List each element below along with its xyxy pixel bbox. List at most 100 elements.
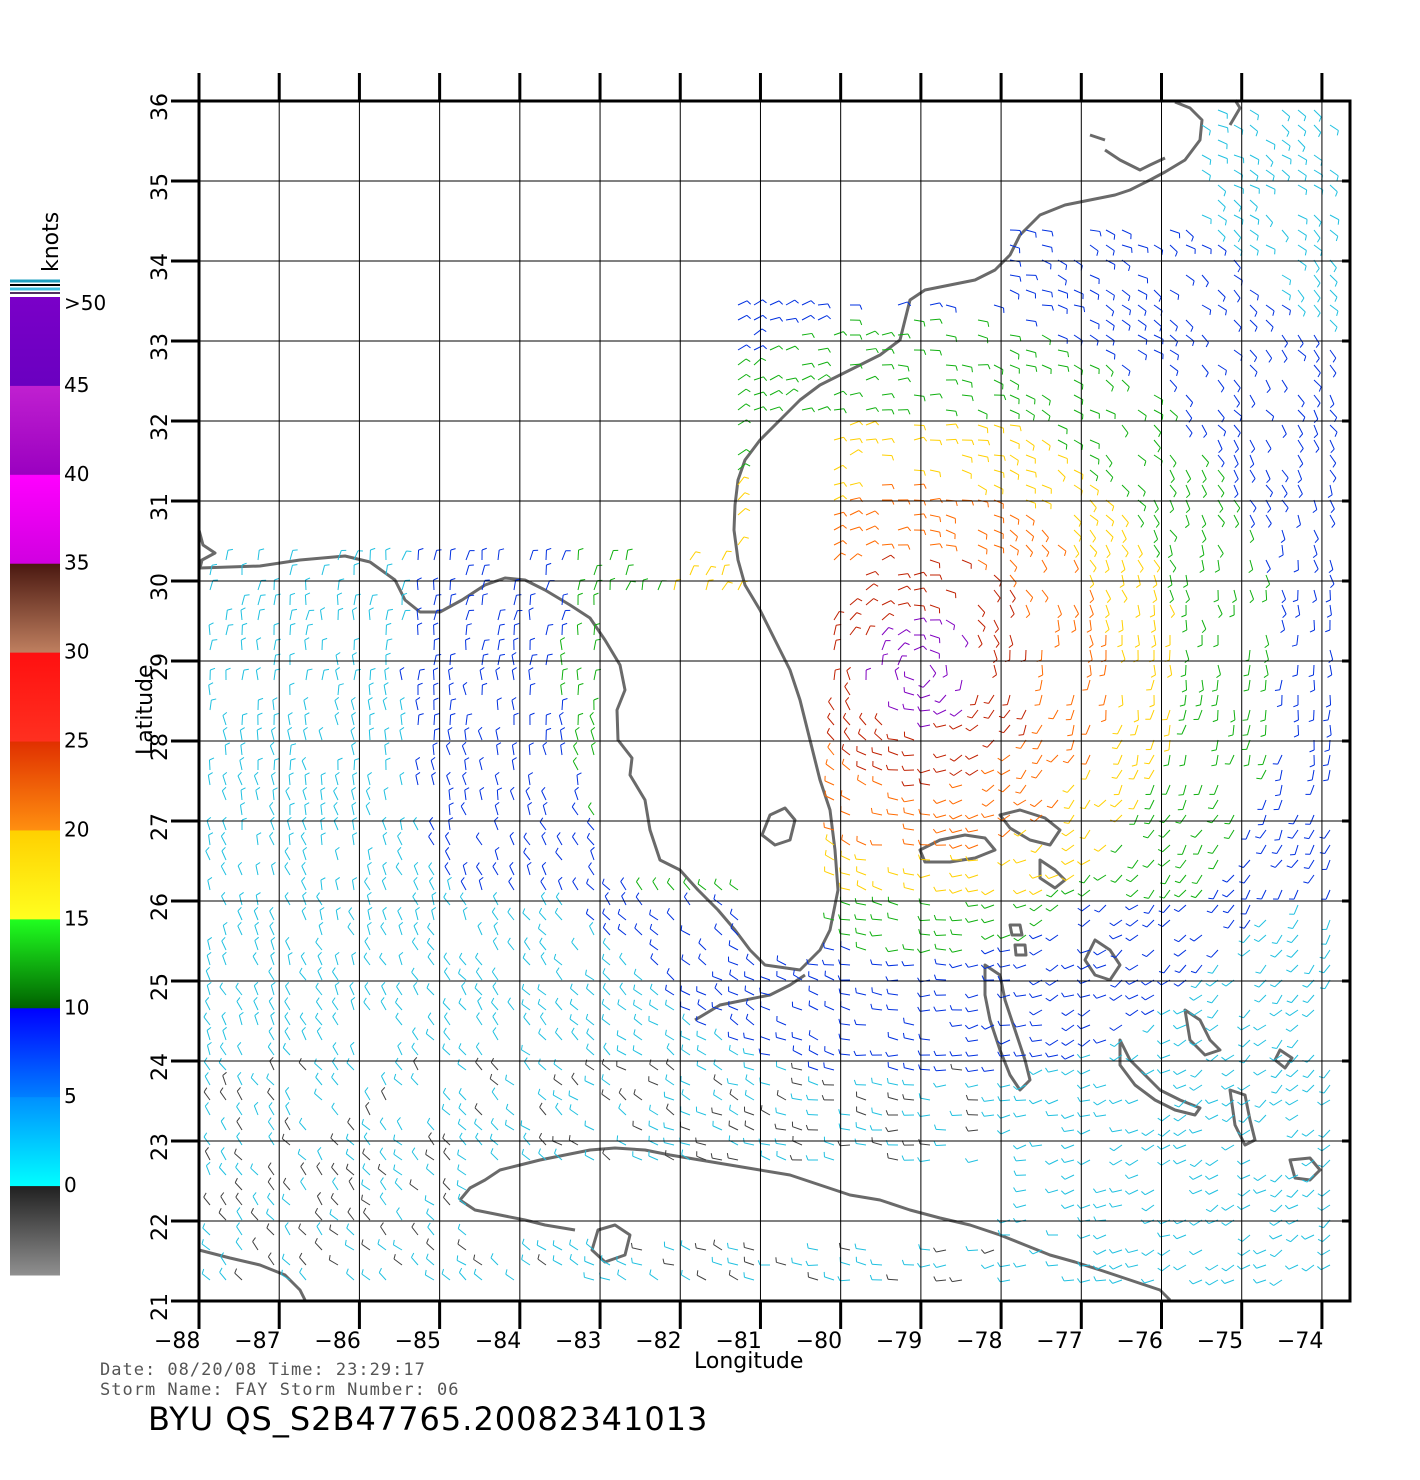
wind-barb	[289, 550, 294, 561]
wind-barb-flag	[745, 507, 751, 512]
wind-barb	[1041, 529, 1049, 538]
wind-barb-flag	[1067, 366, 1070, 372]
wind-barb-flag	[1008, 644, 1014, 649]
wind-barb-flag	[838, 1049, 841, 1055]
wind-barb	[1063, 1279, 1075, 1282]
wind-barb-flag	[1219, 508, 1224, 513]
wind-barb-flag	[1076, 1053, 1081, 1059]
wind-barb	[1048, 1159, 1059, 1165]
wind-barb	[1009, 514, 1020, 521]
wind-barb	[321, 670, 325, 681]
wind-barb-flag	[445, 832, 450, 837]
wind-barb-flag	[1125, 879, 1131, 883]
wind-barb	[1241, 949, 1251, 957]
wind-barb	[330, 1197, 339, 1206]
wind-barb	[1064, 1129, 1075, 1133]
wind-barb	[872, 1141, 883, 1146]
wind-barb-flag	[1019, 230, 1023, 236]
wind-barb-flag	[953, 625, 956, 631]
wind-barb	[887, 964, 899, 967]
wind-barb	[1217, 544, 1224, 554]
wind-barb-flag	[427, 1012, 432, 1018]
wind-barb	[1201, 124, 1211, 131]
wind-barb	[619, 986, 627, 996]
wind-barb	[844, 686, 851, 696]
wind-barb-flag	[856, 880, 859, 886]
wind-barb	[315, 1076, 323, 1086]
wind-barb	[1265, 469, 1271, 480]
wind-barb-flag	[416, 577, 422, 581]
wind-barb	[1137, 634, 1140, 645]
wind-barb	[714, 1032, 723, 1041]
wind-barb-flag	[379, 1192, 384, 1198]
wind-barb-flag	[1195, 704, 1201, 707]
wind-barb-flag	[499, 653, 506, 656]
wind-barb-flag	[949, 1021, 953, 1027]
wind-barb	[1165, 784, 1171, 795]
wind-barb-flag	[1076, 1278, 1081, 1283]
wind-barb	[1273, 1009, 1283, 1017]
wind-barb-flag	[1285, 1028, 1291, 1032]
wind-barb	[1085, 754, 1091, 765]
colorbar-segment	[10, 474, 60, 565]
wind-barb-flag	[980, 949, 986, 955]
wind-barb	[416, 579, 419, 591]
wind-barb-flag	[1331, 523, 1336, 528]
wind-barb	[1009, 559, 1018, 568]
wind-barb	[536, 1244, 547, 1251]
wind-barb	[1297, 139, 1306, 148]
wind-barb	[448, 684, 451, 696]
wind-barb	[824, 795, 835, 801]
wind-barb-flag	[791, 1077, 793, 1083]
wind-barb-flag	[1269, 1012, 1275, 1017]
wind-barb	[1096, 1234, 1107, 1240]
wind-barb	[367, 775, 371, 786]
wind-barb	[888, 706, 899, 711]
wind-barb-flag	[574, 786, 579, 791]
wind-barb	[1257, 1039, 1267, 1047]
wind-barb	[377, 1243, 387, 1251]
wind-barb-flag	[1266, 478, 1271, 484]
wind-barb-flag	[1143, 896, 1149, 899]
wind-barb	[793, 974, 803, 981]
wind-barb-flag	[827, 742, 831, 748]
wind-barb-flag	[981, 1111, 985, 1117]
wind-barb	[913, 513, 924, 516]
wind-barb	[1227, 919, 1235, 929]
wind-barb	[433, 550, 438, 561]
wind-barb-flag	[713, 1074, 716, 1080]
wind-barb-flag	[1287, 927, 1293, 929]
wind-barb-flag	[1109, 1187, 1113, 1193]
wind-barb	[1128, 994, 1139, 1000]
wind-barb	[1016, 1189, 1027, 1193]
wind-barb-flag	[300, 1162, 305, 1167]
wind-barb	[785, 377, 796, 381]
wind-barb	[1265, 634, 1270, 645]
wind-barb-flag	[330, 1192, 334, 1198]
wind-barb-flag	[1124, 1129, 1129, 1134]
wind-barb	[241, 670, 245, 681]
wind-barb	[273, 670, 276, 681]
wind-barb-flag	[1019, 276, 1022, 282]
wind-barb-flag	[1189, 1163, 1195, 1168]
wind-barb-flag	[377, 1163, 381, 1169]
wind-barb-flag	[1109, 1147, 1115, 1152]
wind-barb-flag	[338, 607, 344, 611]
wind-barb	[304, 805, 307, 816]
wind-barb	[945, 544, 956, 547]
wind-barb-flag	[522, 908, 526, 914]
wind-barb	[728, 961, 739, 966]
wind-barb-flag	[538, 1028, 541, 1034]
wind-barb	[219, 1167, 227, 1176]
wind-barb-flag	[284, 1222, 289, 1227]
wind-barb-flag	[1169, 598, 1174, 604]
wind-barb-flag	[886, 988, 889, 994]
wind-barb-flag	[367, 847, 373, 851]
wind-barb-flag	[284, 847, 289, 852]
wind-barb-flag	[1157, 1145, 1162, 1150]
wind-barb	[560, 685, 563, 696]
wind-barb-flag	[478, 876, 484, 881]
wind-barb-flag	[1029, 1052, 1033, 1058]
wind-barb	[840, 810, 851, 816]
wind-barb	[426, 1258, 435, 1266]
